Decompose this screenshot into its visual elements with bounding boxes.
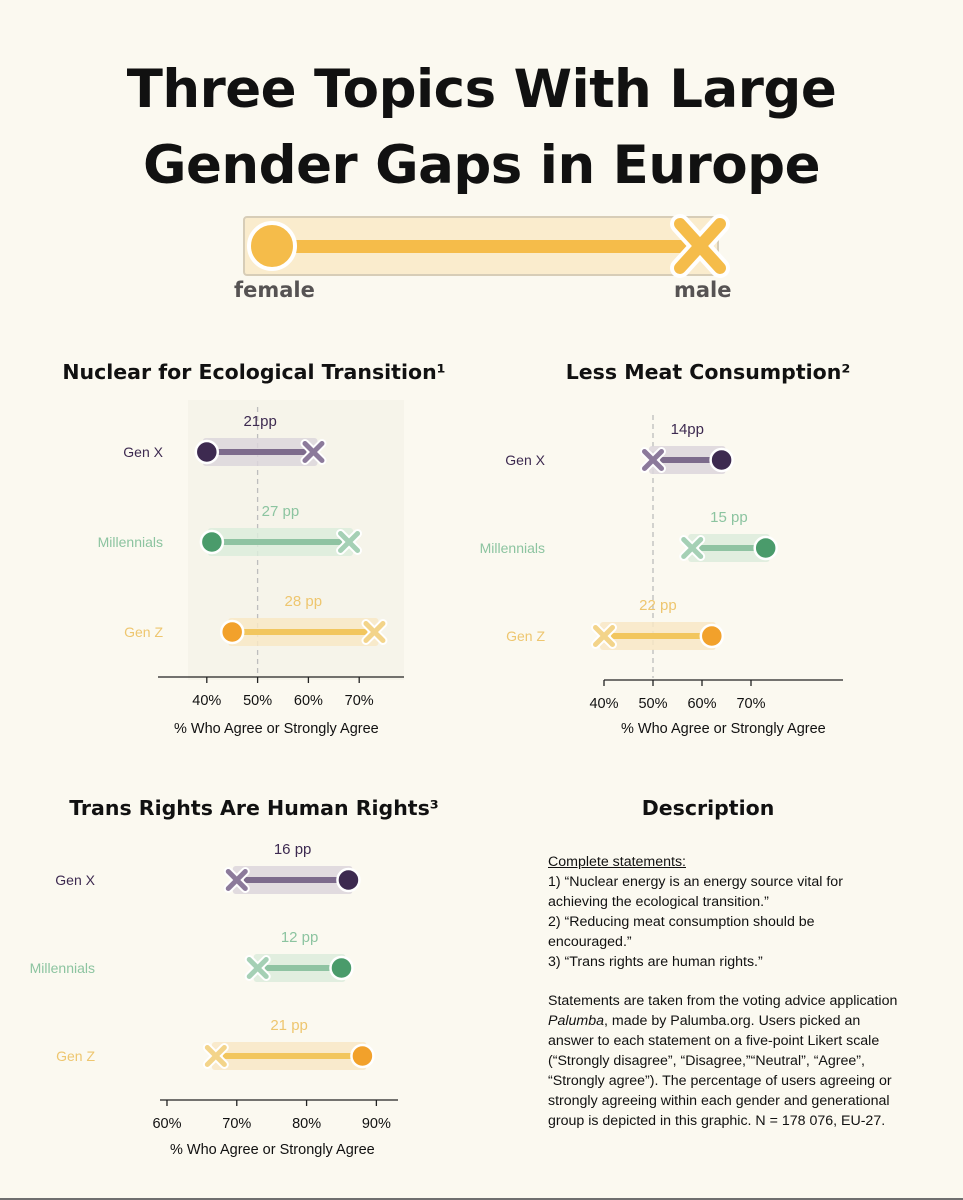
male-marker	[361, 619, 388, 645]
x-tick-label: 60%	[152, 1116, 181, 1132]
gap-label: 22 pp	[639, 597, 677, 614]
legend-male-label: male	[674, 278, 732, 302]
x-tick-label: 90%	[362, 1116, 391, 1132]
x-tick-label: 80%	[292, 1116, 321, 1132]
gap-band	[202, 438, 318, 466]
chart-2-title: Less Meat Consumption²	[565, 360, 851, 384]
x-tick-label: 70%	[736, 696, 765, 712]
male-marker	[679, 535, 706, 561]
female-marker	[194, 439, 220, 465]
female-marker	[329, 955, 354, 981]
female-marker	[336, 867, 361, 893]
gap-label: 21 pp	[270, 1017, 308, 1034]
female-marker	[699, 623, 725, 649]
app-name: Palumba	[548, 1013, 604, 1029]
x-tick-label: 50%	[243, 693, 272, 709]
gap-label: 21pp	[243, 413, 276, 430]
description-paragraph-end: , made by Palumba.org. Users picked an a…	[548, 1013, 892, 1129]
page-title: Three Topics With Large Gender Gaps in E…	[0, 52, 963, 204]
x-tick-label: 40%	[192, 693, 221, 709]
male-marker	[336, 529, 363, 555]
male-marker	[300, 439, 327, 465]
female-marker	[753, 535, 778, 561]
gap-band	[649, 446, 726, 474]
chart-2-xlabel: % Who Agree or Strongly Agree	[621, 721, 826, 737]
gap-band	[232, 866, 353, 894]
category-label: Gen Z	[506, 628, 545, 644]
plot-background	[188, 400, 404, 680]
gap-label: 16 pp	[274, 841, 312, 858]
gap-band	[600, 622, 716, 650]
description-paragraph: Statements are taken from the voting adv…	[548, 991, 900, 1131]
category-label: Gen Z	[124, 624, 163, 640]
chart-1-xlabel: % Who Agree or Strongly Agree	[174, 721, 379, 737]
x-tick-label: 70%	[345, 693, 374, 709]
male-marker	[223, 867, 250, 893]
category-label: Gen X	[55, 872, 95, 888]
gap-band	[207, 528, 354, 556]
x-tick-label: 50%	[638, 696, 667, 712]
category-label: Gen X	[123, 444, 163, 460]
gap-label: 12 pp	[281, 929, 319, 946]
male-marker	[244, 955, 271, 981]
title-line-2: Gender Gaps in Europe	[142, 135, 821, 196]
x-tick-label: 60%	[687, 696, 716, 712]
chart-3-title: Trans Rights Are Human Rights³	[69, 796, 439, 820]
gender-legend	[243, 214, 730, 278]
male-cross-icon	[670, 214, 730, 278]
category-label: Millennials	[30, 960, 95, 976]
female-marker	[350, 1043, 375, 1069]
x-tick-label: 70%	[222, 1116, 251, 1132]
gap-label: 28 pp	[285, 593, 323, 610]
x-tick-label: 60%	[294, 693, 323, 709]
category-label: Gen Z	[56, 1048, 95, 1064]
male-marker	[202, 1043, 229, 1069]
gap-band	[253, 954, 346, 982]
gap-label: 15 pp	[710, 509, 748, 526]
gap-label: 14pp	[671, 421, 704, 438]
description-subheading: Complete statements:	[548, 854, 686, 870]
female-marker	[219, 619, 245, 645]
category-label: Millennials	[480, 540, 545, 556]
female-marker	[199, 529, 225, 555]
category-label: Gen X	[505, 452, 545, 468]
description-heading: Description	[641, 796, 775, 820]
legend-connector	[272, 240, 704, 253]
gap-band	[211, 1042, 367, 1070]
gap-band	[228, 618, 379, 646]
statement-2: 2) “Reducing meat consumption should be …	[548, 914, 815, 950]
statement-3: 3) “Trans rights are human rights.”	[548, 954, 763, 970]
chart-1-title: Nuclear for Ecological Transition¹	[62, 360, 446, 384]
gap-band	[688, 534, 770, 562]
male-marker	[640, 447, 666, 473]
chart-3-xlabel: % Who Agree or Strongly Agree	[170, 1142, 375, 1158]
description-text: Complete statements: 1) “Nuclear energy …	[548, 852, 900, 1131]
title-line-1: Three Topics With Large	[126, 59, 837, 120]
gap-label: 27 pp	[262, 503, 300, 520]
female-marker	[709, 447, 734, 473]
bottom-border	[0, 1198, 963, 1200]
male-marker	[591, 623, 617, 649]
legend-female-label: female	[234, 278, 315, 302]
category-label: Millennials	[98, 534, 163, 550]
female-circle-icon	[247, 221, 297, 271]
description-paragraph-start: Statements are taken from the voting adv…	[548, 993, 898, 1009]
statement-1: 1) “Nuclear energy is an energy source v…	[548, 874, 843, 910]
x-tick-label: 40%	[589, 696, 618, 712]
